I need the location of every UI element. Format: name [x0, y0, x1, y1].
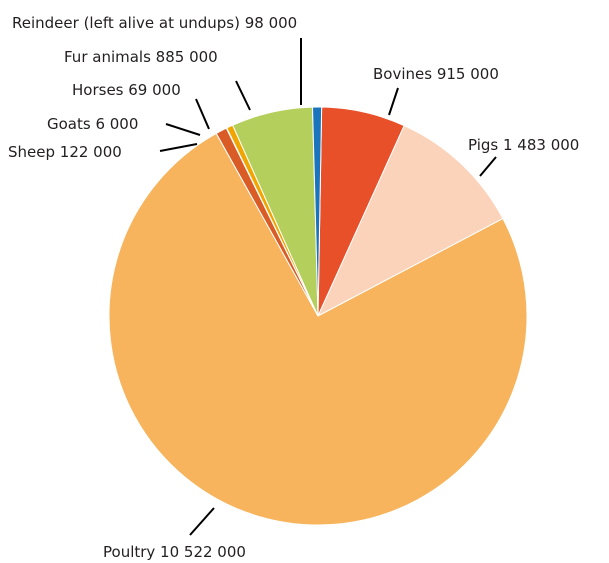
leader-line [235, 80, 251, 111]
slice-labels: Bovines 915 000 Pigs 1 483 000 Poultry 10 … [8, 14, 579, 561]
slice-label: Fur animals 885 000 [64, 48, 218, 66]
leader-line [195, 98, 210, 130]
pie-slices [108, 106, 528, 526]
leader-lines [159, 38, 497, 536]
leader-line [189, 507, 215, 536]
pie-slice-pigs [316, 124, 504, 318]
leader-line [159, 143, 198, 152]
leader-line [479, 156, 497, 177]
slice-label: Reindeer (left alive at undups) 98 000 [12, 14, 297, 32]
slice-label: Poultry 10 522 000 [103, 543, 246, 561]
leader-line [165, 123, 201, 136]
slice-label: Sheep 122 000 [8, 143, 122, 161]
slice-label: Bovines 915 000 [373, 65, 499, 83]
slice-label: Horses 69 000 [72, 81, 181, 99]
pie-slice-reindeer-left-alive-at-undups [312, 106, 323, 317]
pie-slice-poultry [108, 132, 528, 526]
slice-label: Pigs 1 483 000 [468, 136, 579, 154]
slice-label: Goats 6 000 [47, 115, 138, 133]
leader-line [388, 87, 399, 116]
